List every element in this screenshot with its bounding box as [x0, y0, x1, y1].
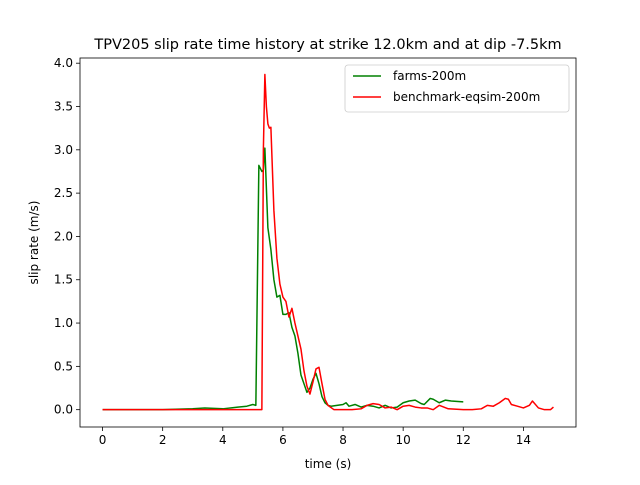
- axes-frame: [79, 57, 577, 428]
- plot-area: [80, 58, 576, 427]
- y-tick-label: 1.0: [54, 316, 73, 330]
- x-tick-label: 14: [516, 433, 531, 447]
- x-tick-label: 8: [339, 433, 347, 447]
- x-tick-label: 2: [159, 433, 167, 447]
- legend-entries: farms-200m benchmark-eqsim-200m: [353, 69, 540, 104]
- series-line-benchmark: [102, 73, 554, 411]
- y-tick-label: 1.5: [54, 273, 73, 287]
- x-tick-label: 10: [396, 433, 411, 447]
- axes-background: [80, 58, 576, 427]
- y-ticks: 0.0 0.5 1.0 1.5 2.0 2.5 3.0 3.5 4.0: [54, 56, 80, 417]
- legend-label: benchmark-eqsim-200m: [393, 90, 540, 104]
- chart-title: TPV205 slip rate time history at strike …: [93, 37, 561, 53]
- x-tick-label: 12: [456, 433, 471, 447]
- y-tick-label: 3.0: [54, 143, 73, 157]
- y-tick-label: 4.0: [54, 56, 73, 70]
- y-tick-label: 3.5: [54, 100, 73, 114]
- y-tick-label: 0.5: [54, 359, 73, 373]
- x-tick-label: 0: [99, 433, 107, 447]
- legend-box: [344, 64, 570, 113]
- x-tick-label: 4: [219, 433, 227, 447]
- x-ticks: 0 2 4 6 8 10 12 14: [99, 427, 531, 447]
- y-tick-label: 2.5: [54, 186, 73, 200]
- y-tick-label: 0.0: [54, 403, 73, 417]
- series-layer: [102, 73, 554, 411]
- y-tick-label: 2.0: [54, 229, 73, 243]
- x-tick-label: 6: [279, 433, 287, 447]
- legend-label: farms-200m: [393, 69, 466, 83]
- x-axis-label: time (s): [305, 457, 352, 471]
- legend: farms-200m benchmark-eqsim-200m: [344, 64, 570, 113]
- y-axis-label: slip rate (m/s): [27, 201, 41, 285]
